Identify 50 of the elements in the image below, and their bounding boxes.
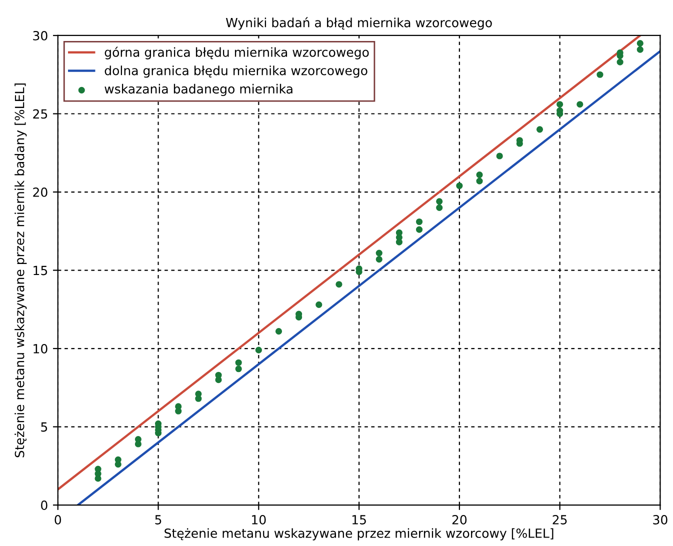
chart-title: Wyniki badań a błąd miernika wzorcowego — [226, 17, 492, 30]
point — [215, 372, 222, 378]
y-tick-label: 25 — [33, 109, 48, 119]
point — [636, 46, 644, 53]
point — [576, 101, 584, 108]
point — [134, 436, 142, 443]
y-axis-title: Stężenie metanu wskazywane przez miernik badany [%LEL] — [14, 84, 27, 458]
x-tick-label: 25 — [552, 514, 567, 524]
x-tick-label: 0 — [54, 514, 62, 524]
point — [416, 226, 423, 233]
x-tick-label: 10 — [252, 514, 266, 524]
y-tick-label: 0 — [41, 500, 48, 510]
legend-label: dolna granica błędu miernika wzorcowego — [104, 66, 368, 78]
x-tick-label: 30 — [653, 514, 668, 524]
x-tick-label: 20 — [452, 514, 467, 524]
y-tick-label: 30 — [33, 30, 48, 40]
legend-label: górna granica błędu miernika wzorcowego — [104, 46, 369, 60]
point — [114, 456, 122, 463]
point — [255, 346, 262, 354]
point — [336, 281, 342, 288]
point — [316, 301, 322, 308]
y-tick-label: 10 — [34, 344, 48, 354]
x-axis-title: Stężenie metanu wskazywane przez miernik wzorcowy [%LEL] — [164, 528, 554, 540]
point — [476, 172, 483, 178]
x-tick-label: 5 — [155, 515, 162, 524]
point — [536, 126, 544, 133]
point — [456, 182, 463, 190]
point — [235, 359, 242, 366]
point — [376, 256, 382, 263]
x-tick-label: 15 — [352, 515, 366, 524]
point — [596, 71, 604, 78]
point — [195, 390, 202, 398]
point — [235, 366, 242, 372]
point — [376, 250, 382, 256]
point — [275, 328, 282, 335]
point — [416, 218, 423, 226]
y-tick-label: 5 — [41, 422, 48, 432]
point — [436, 204, 443, 211]
point — [616, 58, 624, 66]
y-tick-label: 20 — [33, 187, 48, 197]
point — [175, 403, 182, 410]
point — [476, 178, 483, 184]
point — [436, 198, 443, 205]
y-tick-label: 15 — [34, 266, 48, 276]
point — [636, 40, 644, 47]
point — [396, 229, 402, 236]
legend-label: wskazania badanego miernika — [104, 84, 292, 96]
point — [496, 152, 503, 160]
point — [94, 466, 102, 472]
point — [556, 101, 564, 108]
